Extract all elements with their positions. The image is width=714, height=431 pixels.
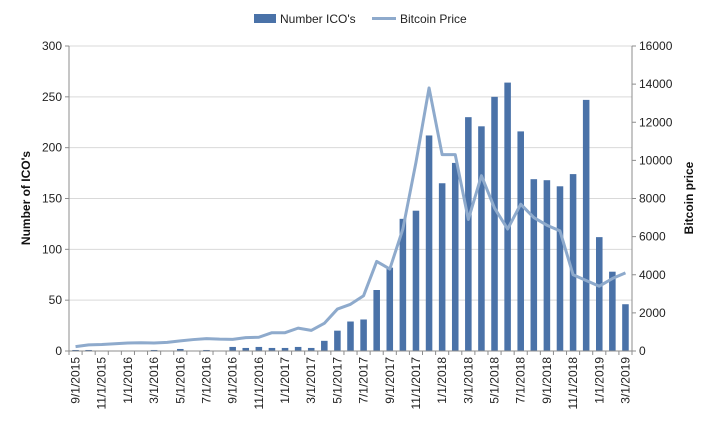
x-tick-label: 5/1/2017 [330,357,344,404]
bar-ico-2-1-2018 [451,162,459,351]
bar-ico-2-1-2017 [294,346,302,351]
legend-label-bitcoin: Bitcoin Price [400,12,467,26]
bar-ico-3-1-2019 [622,304,629,351]
x-tick-label: 7/1/2017 [357,357,371,404]
y-left-tick-label: 300 [42,39,62,53]
bar-ico-3-1-2017 [307,347,315,351]
x-tick-label: 1/1/2019 [592,357,606,404]
bar-ico-10-1-2018 [556,186,564,351]
x-tick-label: 5/1/2018 [488,357,502,404]
x-tick-label: 7/1/2018 [514,357,528,404]
y-right-tick-label: 4000 [639,268,666,282]
bar-ico-9-1-2018 [543,180,551,351]
x-tick-label: 11/1/2018 [566,357,580,410]
bar-ico-7-1-2017 [360,319,367,351]
bar-ico-5-1-2016 [177,348,184,351]
y-right-tick-label: 0 [639,344,646,358]
bar-ico-12-1-2017 [425,135,433,351]
y-left-tick-label: 0 [55,344,62,358]
y-axis-left-title: Number of ICO's [19,151,33,246]
y-right-tick-label: 14000 [639,77,673,91]
bar-ico-2-1-2019 [609,271,616,351]
y-right-tick-label: 6000 [639,230,666,244]
bar-ico-6-1-2017 [347,321,354,351]
bar-ico-9-1-2015 [72,349,79,351]
x-tick-label: 11/1/2015 [95,357,109,410]
bar-ico-8-1-2017 [373,290,380,351]
bar-ico-1-1-2019 [595,237,603,351]
y-left-tick-label: 150 [42,192,62,206]
x-tick-label: 1/1/2017 [278,357,292,404]
bar-ico-9-1-2016 [229,346,236,351]
bar-ico-3-1-2018 [465,117,472,352]
bar-ico-11-1-2018 [569,174,577,351]
bar-series [72,82,629,352]
bar-ico-5-1-2017 [334,330,341,351]
gridlines [69,45,632,352]
x-tick-label: 9/1/2015 [69,357,83,404]
bar-ico-9-1-2017 [386,267,394,351]
bar-ico-11-1-2016 [255,346,263,351]
x-tick-label: 5/1/2016 [173,357,187,404]
y-left-tick-label: 200 [42,141,62,155]
bar-ico-4-1-2018 [478,126,485,351]
bar-ico-3-1-2016 [150,349,158,351]
y-right-tick-label: 12000 [639,115,673,129]
bar-ico-12-1-2018 [582,99,590,351]
axes: 0 50 100 150 200 250 300 0 2000 4000 6000 8000 10000… [42,39,673,410]
x-tick-label: 3/1/2019 [618,357,632,404]
legend: Number ICO's Bitcoin Price [254,12,467,26]
x-tick-label: 3/1/2017 [304,357,318,404]
bar-ico-7-1-2016 [203,349,210,351]
x-tick-label: 9/1/2016 [226,357,240,404]
legend-label-ico: Number ICO's [280,12,356,26]
bar-ico-1-1-2017 [281,347,289,351]
x-tick-label: 1/1/2018 [435,357,449,404]
x-tick-label: 3/1/2016 [147,357,161,404]
x-tick-label: 11/1/2016 [252,357,266,410]
bar-ico-5-1-2018 [491,96,498,351]
y-right-tick-label: 8000 [639,192,666,206]
y-left-tick-label: 250 [42,90,62,104]
y-right-tick-label: 16000 [639,39,673,53]
y-left-tick-label: 50 [49,293,63,307]
x-tick-label: 11/1/2017 [409,357,423,410]
x-tick-label: 1/1/2016 [121,357,135,404]
y-left-tick-label: 100 [42,242,62,256]
y-axis-right-title: Bitcoin price [682,161,696,234]
bar-ico-7-1-2018 [517,131,524,351]
bar-ico-10-1-2016 [242,347,250,351]
y-right-tick-label: 2000 [639,306,666,320]
x-tick-label: 9/1/2017 [383,357,397,404]
bar-ico-12-1-2016 [268,347,276,351]
bar-ico-11-1-2017 [412,210,420,351]
x-tick-label: 9/1/2018 [540,357,554,404]
bar-ico-6-1-2018 [504,82,511,351]
x-tick-label: 7/1/2016 [199,357,213,404]
legend-swatch-ico-bars [254,14,276,23]
bar-ico-4-1-2017 [321,340,328,351]
x-tick-label: 3/1/2018 [461,357,475,404]
bar-ico-1-1-2018 [438,183,446,351]
y-right-tick-label: 10000 [639,153,673,167]
line-bitcoin-price [75,86,627,349]
bar-ico-8-1-2018 [530,179,538,351]
bar-ico-10-1-2017 [399,218,407,351]
line-series [75,86,627,349]
bar-ico-10-1-2015 [85,349,92,351]
